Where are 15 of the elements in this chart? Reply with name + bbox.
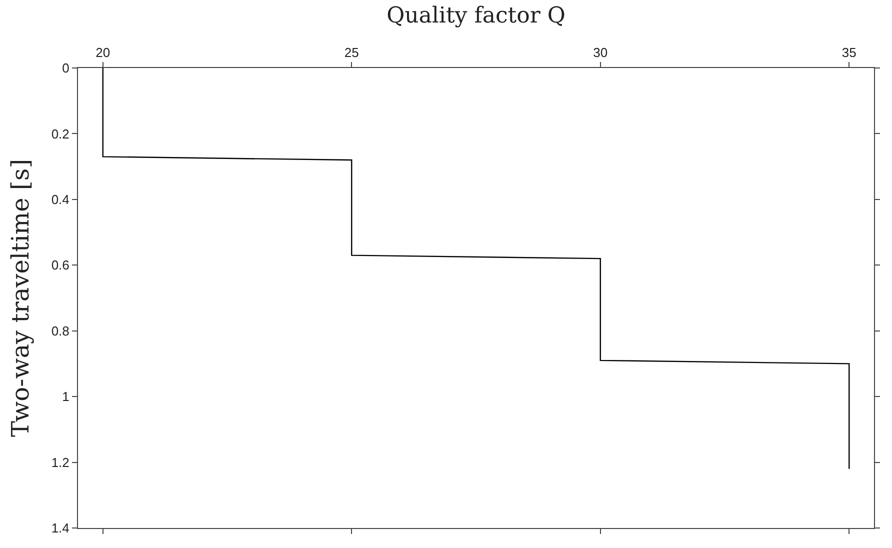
y-axis-title: Two-way traveltime [s] bbox=[6, 158, 34, 438]
y-tick-label: 1.2 bbox=[51, 454, 70, 470]
line-series bbox=[102, 68, 850, 470]
x-tick-label: 25 bbox=[344, 44, 359, 60]
y-tick-label: 1.4 bbox=[51, 520, 70, 536]
x-tick-label: 30 bbox=[593, 44, 608, 60]
y-tick-label: 0.6 bbox=[51, 258, 70, 273]
y-tick-label: 1 bbox=[62, 389, 70, 404]
y-tick-label: 0.4 bbox=[51, 192, 70, 207]
y-tick-label: 0.8 bbox=[51, 323, 70, 338]
y-tick-label: 0.2 bbox=[51, 126, 70, 142]
x-tick-label: 35 bbox=[842, 44, 856, 60]
x-axis-title: Quality factor Q bbox=[386, 4, 566, 29]
x-tick-label: 20 bbox=[96, 44, 110, 60]
y-tick-label: 0 bbox=[62, 60, 70, 76]
